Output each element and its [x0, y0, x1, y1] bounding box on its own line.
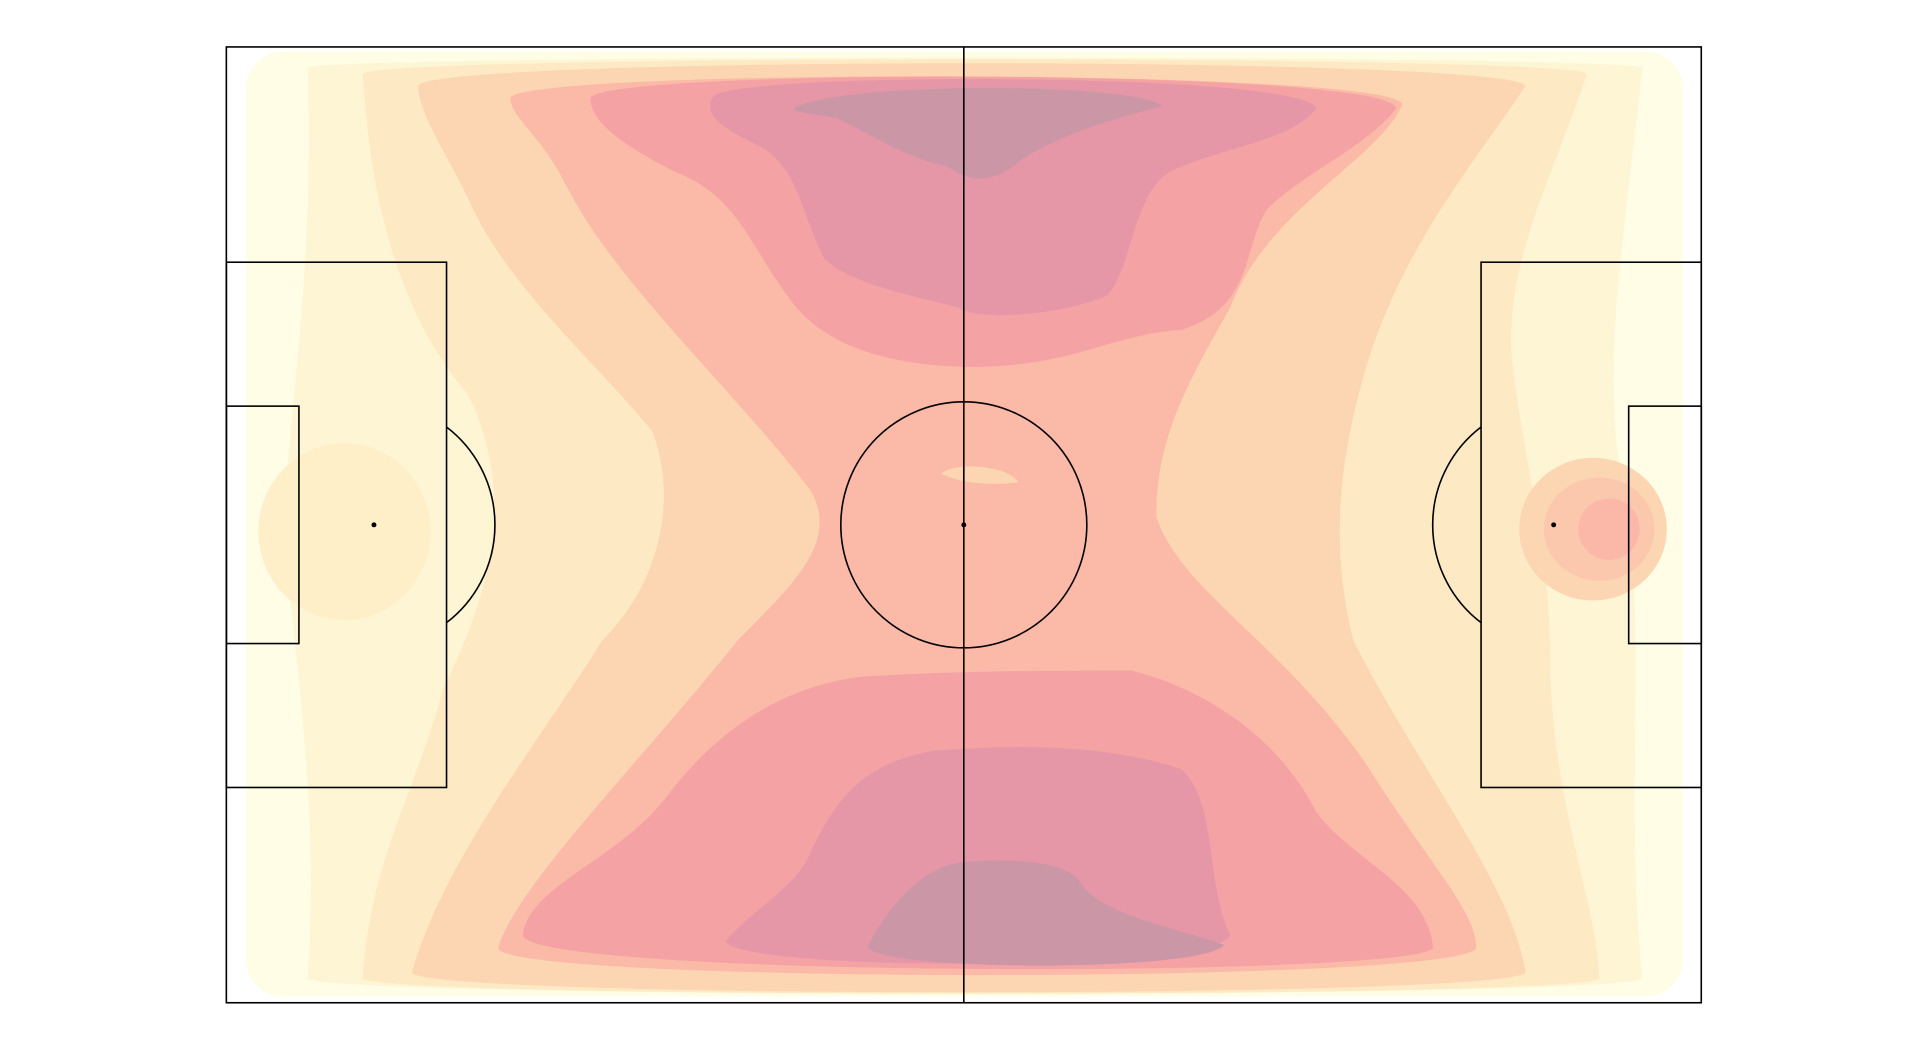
centre-circle	[839, 401, 1088, 649]
centre-spot	[961, 522, 967, 528]
heat-hole-centre	[941, 466, 1019, 484]
right-penalty-arc	[1431, 426, 1482, 624]
heat-blob-right-core	[1578, 498, 1640, 560]
pitch-spots	[371, 522, 1557, 528]
heat-layers	[246, 51, 1683, 997]
right-penalty-spot	[1551, 522, 1557, 528]
heat-layer-7-top	[710, 78, 1317, 316]
heat-layer-8-top	[793, 87, 1163, 179]
right-six-yard-box	[1627, 405, 1703, 645]
pitch-lines	[225, 46, 1703, 1004]
left-penalty-arc	[446, 426, 496, 624]
left-penalty-spot	[371, 522, 377, 528]
heat-layer-8-bottom	[867, 860, 1224, 966]
heat-blob-left	[258, 443, 431, 621]
left-six-yard-box	[225, 405, 300, 645]
